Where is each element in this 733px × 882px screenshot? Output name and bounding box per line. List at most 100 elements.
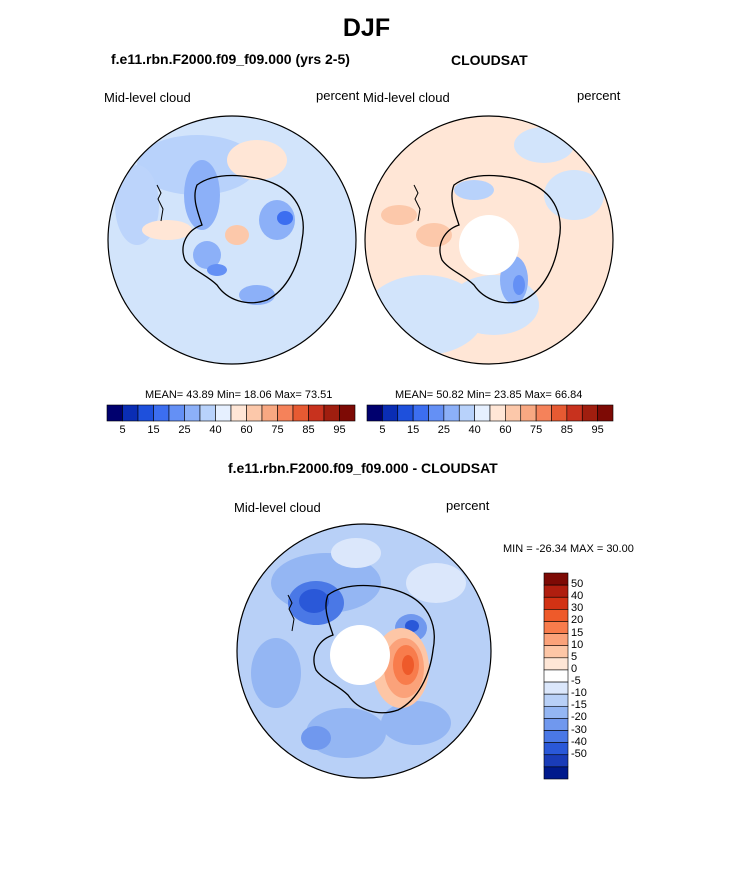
- panel-3-colorbar-swatch: [543, 766, 569, 780]
- panel-1-title: f.e11.rbn.F2000.f09_f09.000 (yrs 2-5): [111, 51, 350, 67]
- panel-3-colorbar-swatch: [543, 645, 569, 659]
- panel-3-colorbar-swatch: [543, 621, 569, 634]
- panel-3-colorbar-tick-label: 40: [571, 590, 584, 603]
- panel-3-colorbar-tick-label: 15: [571, 626, 584, 639]
- panel-1-colorbar-tick-label: 85: [302, 424, 315, 436]
- panel-2-colorbar-swatch: [489, 404, 506, 422]
- panel-3-colorbar-tick-label: 0: [571, 662, 578, 675]
- panel-2-colorbar-tick-label: 5: [379, 424, 386, 436]
- panel-1-colorbar-swatch: [308, 404, 325, 422]
- panel-1-units-label: percent: [316, 88, 360, 103]
- panel-2-colorbar-swatch: [505, 404, 522, 422]
- panel-1-colorbar-swatch: [122, 404, 139, 422]
- panel-3-units-label: percent: [446, 498, 490, 513]
- panel-3-colorbar-swatch: [543, 730, 569, 743]
- panel-3-colorbar-swatch: [543, 754, 569, 768]
- figure-title: DJF: [342, 14, 391, 42]
- panel-3-colorbar-tick-label: -15: [571, 699, 587, 712]
- panel-1-colorbar-tick-label: 95: [333, 424, 346, 436]
- panel-1-colorbar-swatch: [339, 404, 356, 422]
- panel-2-colorbar: [366, 404, 614, 422]
- panel-3-colorbar-tick-label: 50: [571, 578, 584, 591]
- panel-1-colorbar-swatch: [292, 404, 309, 422]
- panel-1-colorbar-swatch: [277, 404, 294, 422]
- panel-3-colorbar-tick-label: 10: [571, 638, 584, 651]
- panel-3-colorbar-swatch: [543, 705, 569, 719]
- panel-3-colorbar-swatch: [543, 718, 569, 731]
- panel-2-colorbar-tick-label: 60: [499, 424, 512, 436]
- panel-3-colorbar: [543, 572, 569, 780]
- panel-1-colorbar-tick-label: 75: [271, 424, 284, 436]
- panel-2-colorbar-swatch: [566, 404, 583, 422]
- panel-3-colorbar-swatch: [543, 742, 569, 756]
- panel-2-title: CLOUDSAT: [451, 52, 528, 68]
- panel-3-colorbar-tick-label: 30: [571, 602, 584, 615]
- panel-2-colorbar-swatch: [382, 404, 399, 422]
- panel-1-colorbar-tick-label: 25: [178, 424, 191, 436]
- panel-1-colorbar-tick-label: 5: [119, 424, 126, 436]
- panel-1-colorbar-swatch: [168, 404, 185, 422]
- panel-3-colorbar-tick-label: -20: [571, 711, 587, 724]
- panel-3-colorbar-tick-label: -5: [571, 675, 581, 688]
- panel-2-colorbar-tick-label: 95: [591, 424, 604, 436]
- panel-2-colorbar-tick-label: 40: [468, 424, 481, 436]
- panel-3-colorbar-swatch: [543, 584, 569, 598]
- panel-1-colorbar-swatch: [184, 404, 201, 422]
- panel-1-colorbar-swatch: [261, 404, 278, 422]
- panel-2-colorbar-tick-label: 75: [530, 424, 543, 436]
- panel-2-map: [364, 115, 614, 365]
- panel-3-colorbar-swatch: [543, 596, 569, 610]
- panel-2-colorbar-swatch: [551, 404, 568, 422]
- panel-1-map: [107, 115, 357, 365]
- panel-3-colorbar-tick-label: -40: [571, 735, 587, 748]
- panel-2-colorbar-ticks: 5 15 25 40 60 75 85 95: [367, 424, 613, 438]
- panel-2-colorbar-tick-label: 25: [437, 424, 450, 436]
- panel-1-colorbar-swatch: [246, 404, 263, 422]
- panel-1-colorbar-tick-label: 60: [240, 424, 253, 436]
- panel-3-colorbar-swatch: [543, 609, 569, 622]
- panel-2-colorbar-swatch: [597, 404, 614, 422]
- panel-2-colorbar-swatch: [535, 404, 552, 422]
- panel-3-colorbar-swatch: [543, 572, 569, 586]
- panel-1-colorbar-swatch: [215, 404, 232, 422]
- panel-3-stats: MIN = -26.34 MAX = 30.00: [503, 543, 634, 555]
- panel-1-colorbar-ticks: 5 15 25 40 60 75 85 95: [107, 424, 355, 438]
- panel-3-colorbar-swatch: [543, 681, 569, 695]
- panel-3-colorbar-tick-label: -50: [571, 747, 587, 760]
- panel-1-colorbar: [106, 404, 356, 422]
- panel-2-colorbar-swatch: [458, 404, 475, 422]
- panel-2-colorbar-swatch: [520, 404, 537, 422]
- panel-3-colorbar-swatch: [543, 657, 569, 671]
- panel-2-colorbar-swatch: [474, 404, 491, 422]
- panel-1-stats: MEAN= 43.89 Min= 18.06 Max= 73.51: [145, 389, 333, 401]
- panel-2-variable-label: Mid-level cloud: [363, 90, 450, 105]
- panel-3-colorbar-ticks: 50 40 30 20 15 10 5 0 -5 -10 -15 -20 -30 -40 -50: [571, 573, 601, 779]
- panel-3-colorbar-tick-label: -10: [571, 687, 587, 700]
- panel-2-colorbar-tick-label: 15: [407, 424, 420, 436]
- panel-1-colorbar-swatch: [106, 404, 123, 422]
- panel-1-colorbar-tick-label: 15: [147, 424, 160, 436]
- panel-3-title: f.e11.rbn.F2000.f09_f09.000 - CLOUDSAT: [228, 460, 498, 476]
- panel-3-colorbar-swatch: [543, 633, 569, 647]
- panel-2-colorbar-swatch: [428, 404, 445, 422]
- panel-1-colorbar-tick-label: 40: [209, 424, 222, 436]
- panel-2-colorbar-swatch: [412, 404, 429, 422]
- panel-1-colorbar-swatch: [137, 404, 154, 422]
- panel-2-colorbar-swatch: [366, 404, 383, 422]
- panel-3-colorbar-swatch: [543, 693, 569, 707]
- panel-2-colorbar-swatch: [581, 404, 598, 422]
- panel-1-colorbar-swatch: [199, 404, 216, 422]
- panel-2-units-label: percent: [577, 88, 621, 103]
- panel-1-colorbar-swatch: [153, 404, 170, 422]
- panel-1-variable-label: Mid-level cloud: [104, 90, 191, 105]
- panel-2-colorbar-swatch: [443, 404, 460, 422]
- panel-3-colorbar-tick-label: -30: [571, 723, 587, 736]
- panel-2-stats: MEAN= 50.82 Min= 23.85 Max= 66.84: [395, 389, 583, 401]
- panel-3-map: [236, 523, 492, 779]
- panel-2-colorbar-tick-label: 85: [560, 424, 573, 436]
- panel-2-colorbar-swatch: [397, 404, 414, 422]
- panel-3-colorbar-swatch: [543, 669, 569, 683]
- panel-1-colorbar-swatch: [323, 404, 340, 422]
- panel-3-variable-label: Mid-level cloud: [234, 500, 321, 515]
- panel-1-colorbar-swatch: [230, 404, 247, 422]
